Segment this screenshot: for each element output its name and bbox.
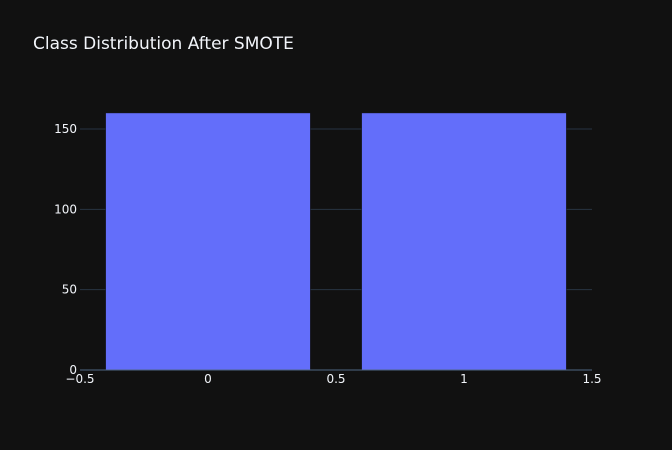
- y-tick-label-50: 50: [62, 283, 77, 297]
- bar-0: [105, 112, 311, 371]
- x-tick-label-0: −0.5: [65, 372, 94, 386]
- y-tick-label-100: 100: [54, 202, 77, 216]
- x-tick-label-4: 1.5: [582, 372, 601, 386]
- x-tick-label-3: 1: [460, 372, 468, 386]
- x-tick-label-2: 0.5: [326, 372, 345, 386]
- bars: [105, 112, 567, 371]
- bar-1: [361, 112, 567, 371]
- chart-title: Class Distribution After SMOTE: [33, 34, 294, 54]
- y-tick-label-150: 150: [54, 122, 77, 136]
- y-tick-label-0: 0: [69, 363, 77, 377]
- x-tick-label-1: 0: [204, 372, 212, 386]
